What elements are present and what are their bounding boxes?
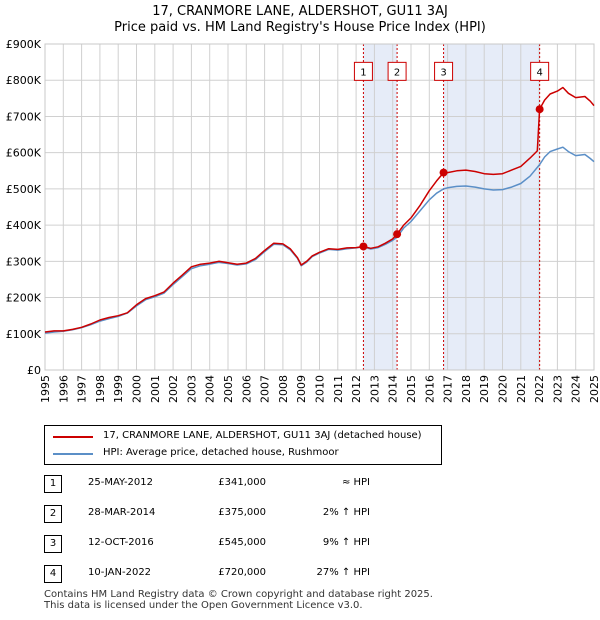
sale-row: 2 28-MAR-2014 £375,000 2% ↑ HPI <box>44 500 464 530</box>
y-tick-label: £0 <box>27 364 41 377</box>
x-tick-label: 2006 <box>240 375 253 403</box>
x-tick-label: 2025 <box>588 375 600 403</box>
x-tick-label: 2008 <box>277 375 290 403</box>
x-tick-label: 1997 <box>76 375 89 403</box>
sale-hpi-comparison: 27% ↑ HPI <box>316 567 370 578</box>
sale-number-badge: 2 <box>44 505 62 523</box>
sale-hpi-comparison: ≈ HPI <box>341 477 370 488</box>
legend-swatch-hpi <box>53 453 93 455</box>
x-tick-label: 2017 <box>442 375 455 403</box>
x-tick-label: 1999 <box>112 375 125 403</box>
sale-marker-box <box>387 61 407 81</box>
sales-table: 1 25-MAY-2012 £341,000 ≈ HPI 2 28-MAR-20… <box>44 470 464 590</box>
x-tick-label: 2011 <box>332 375 345 403</box>
sale-point <box>439 168 448 177</box>
x-tick-label: 2013 <box>368 375 381 403</box>
x-tick-label: 2005 <box>222 375 235 403</box>
sale-date: 28-MAR-2014 <box>88 507 156 518</box>
y-tick-label: £200K <box>6 292 42 305</box>
chart-title: 17, CRANMORE LANE, ALDERSHOT, GU11 3AJ <box>152 4 448 19</box>
x-tick-label: 2016 <box>423 375 436 403</box>
x-tick-label: 1998 <box>94 375 107 403</box>
sale-row: 4 10-JAN-2022 £720,000 27% ↑ HPI <box>44 560 464 590</box>
sale-row: 1 25-MAY-2012 £341,000 ≈ HPI <box>44 470 464 500</box>
x-tick-label: 1996 <box>57 375 70 403</box>
y-tick-label: £800K <box>6 74 42 87</box>
sale-row: 3 12-OCT-2016 £545,000 9% ↑ HPI <box>44 530 464 560</box>
x-tick-label: 2024 <box>570 375 583 403</box>
sale-point <box>359 242 368 251</box>
shaded-period <box>443 44 540 370</box>
sale-marker-label: 2 <box>394 67 400 78</box>
y-tick-label: £100K <box>6 328 42 341</box>
sale-marker-box <box>434 61 454 81</box>
sale-price: £720,000 <box>218 567 266 578</box>
sale-hpi-comparison: 2% ↑ HPI <box>322 507 370 518</box>
legend-label-hpi: HPI: Average price, detached house, Rush… <box>103 447 339 458</box>
sale-number-badge: 3 <box>44 535 62 553</box>
x-tick-label: 1995 <box>39 375 52 403</box>
x-tick-label: 2021 <box>515 375 528 403</box>
chart-subtitle: Price paid vs. HM Land Registry's House … <box>114 20 486 35</box>
sale-marker-label: 3 <box>440 67 446 78</box>
footer-attribution: Contains HM Land Registry data © Crown c… <box>44 589 433 611</box>
x-tick-label: 2001 <box>149 375 162 403</box>
chart-legend: 17, CRANMORE LANE, ALDERSHOT, GU11 3AJ (… <box>44 425 442 465</box>
sale-marker-box <box>530 61 550 81</box>
y-tick-label: £500K <box>6 183 42 196</box>
x-tick-label: 2009 <box>295 375 308 403</box>
sale-date: 25-MAY-2012 <box>88 477 154 488</box>
sale-hpi-comparison: 9% ↑ HPI <box>322 537 370 548</box>
y-tick-label: £300K <box>6 255 42 268</box>
y-tick-label: £400K <box>6 219 42 232</box>
legend-swatch-property <box>53 436 93 438</box>
footer-line-2: This data is licensed under the Open Gov… <box>44 600 363 611</box>
x-tick-label: 2010 <box>314 375 327 403</box>
plot-border <box>44 43 595 371</box>
sale-marker-label: 1 <box>360 67 366 78</box>
x-tick-label: 2014 <box>387 375 400 403</box>
legend-label-property: 17, CRANMORE LANE, ALDERSHOT, GU11 3AJ (… <box>103 430 422 441</box>
sale-date: 12-OCT-2016 <box>88 537 154 548</box>
sale-marker-box <box>353 61 373 81</box>
x-tick-label: 2004 <box>204 375 217 403</box>
shaded-period <box>363 44 398 370</box>
sale-price: £341,000 <box>218 477 266 488</box>
series-line <box>44 86 595 333</box>
footer-line-1: Contains HM Land Registry data © Crown c… <box>44 589 433 600</box>
sale-number-badge: 4 <box>44 565 62 583</box>
sale-price: £545,000 <box>218 537 266 548</box>
x-tick-label: 2012 <box>350 375 363 403</box>
x-tick-label: 2019 <box>478 375 491 403</box>
y-tick-label: £700K <box>6 110 42 123</box>
sale-price: £375,000 <box>218 507 266 518</box>
x-tick-label: 2007 <box>259 375 272 403</box>
x-tick-label: 2000 <box>131 375 144 403</box>
x-tick-label: 2020 <box>497 375 510 403</box>
x-tick-label: 2023 <box>551 375 564 403</box>
x-tick-label: 2002 <box>167 375 180 403</box>
sale-marker-label: 4 <box>536 67 542 78</box>
x-tick-label: 2003 <box>185 375 198 403</box>
price-chart: £0 £100K £200K £300K £400K £500K £600K £700K £80… <box>6 38 600 403</box>
sale-number-badge: 1 <box>44 475 62 493</box>
sale-point <box>535 105 544 114</box>
sale-point <box>393 230 402 239</box>
x-tick-label: 2018 <box>460 375 473 403</box>
x-tick-label: 2022 <box>533 375 546 403</box>
y-tick-label: £900K <box>6 38 42 51</box>
sale-date: 10-JAN-2022 <box>88 567 152 578</box>
x-tick-label: 2015 <box>405 375 418 403</box>
y-tick-label: £600K <box>6 147 42 160</box>
